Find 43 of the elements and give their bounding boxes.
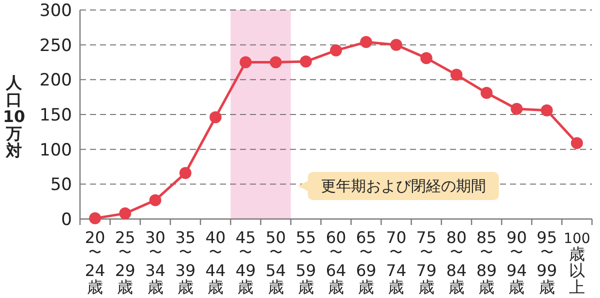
point [240,56,252,68]
point [360,36,372,48]
point [420,52,432,64]
point [540,104,553,116]
point [210,111,222,124]
point [390,38,402,51]
x-tick-label: 40〜44歳 [205,228,226,296]
x-tick-label: 75〜79歳 [416,228,437,296]
band-label: 更年期および閉経の期間 [320,177,486,195]
x-tick-label: 45〜49歳 [235,228,256,296]
point [330,44,342,56]
point [300,56,312,68]
point [510,102,523,115]
point [480,86,493,99]
x-tick-label: 60〜64歳 [326,228,346,296]
point [119,207,132,220]
point [450,68,462,81]
y-axis-title: 人口10万対 [2,73,26,160]
y-tick-label: 200 [40,70,72,91]
x-tick-label: 25〜29歳 [114,228,136,296]
x-tick-label: 55〜59歳 [296,228,316,296]
point [149,194,162,206]
point [179,167,192,180]
y-tick-label: 50 [50,175,72,196]
x-tick-label: 90〜94歳 [506,228,527,296]
y-tick-label: 0 [61,210,72,230]
x-tick-label: 80〜84歳 [446,228,467,296]
y-tick-label: 300 [40,1,72,21]
x-tick-label: 50〜54歳 [266,228,286,296]
point [570,137,583,150]
x-tick-label: 20〜24歳 [84,228,106,296]
x-tick-label: 85〜89歳 [476,228,497,296]
y-tick-label: 250 [40,36,72,56]
y-tick-label: 150 [40,106,72,126]
x-tick-label: 100歳以上 [564,231,590,296]
y-tick-label: 100 [40,140,72,160]
x-tick-label: 30〜34歳 [145,228,166,296]
x-tick-label: 95〜99歳 [536,228,558,296]
point [270,56,282,68]
x-tick-label: 35〜39歳 [175,228,196,296]
point [89,212,102,224]
x-tick-label: 65〜69歳 [356,228,376,296]
x-tick-label: 70〜74歳 [386,228,406,296]
